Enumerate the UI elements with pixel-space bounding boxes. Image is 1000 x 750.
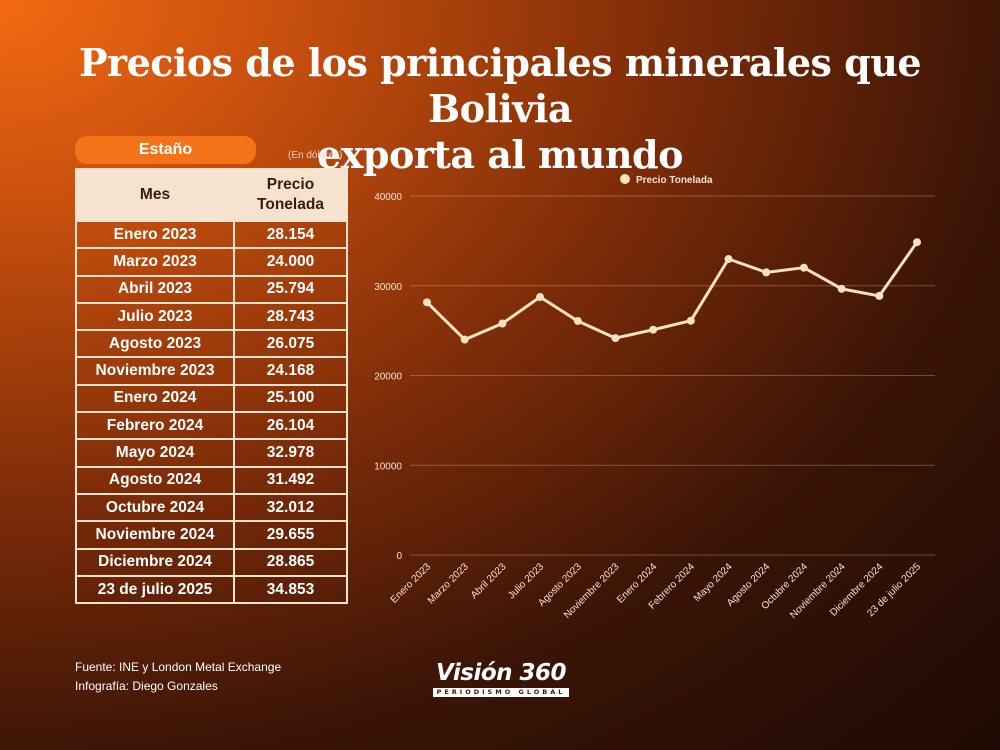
cell-precio: 25.100 <box>233 383 348 414</box>
data-point <box>536 293 545 302</box>
table-header-row: Mes Precio Tonelada <box>75 168 348 222</box>
cell-mes: Enero 2024 <box>75 383 235 414</box>
table-row: Mayo 2024 32.978 <box>75 438 348 468</box>
data-point <box>762 268 771 277</box>
cell-precio: 25.794 <box>233 274 348 304</box>
cell-precio: 26.075 <box>233 329 348 359</box>
table-row: 23 de julio 2025 34.853 <box>75 574 348 605</box>
data-point <box>837 284 846 293</box>
logo-text: Visión 360 <box>435 660 567 686</box>
y-tick-label: 30000 <box>374 282 402 293</box>
cell-precio: 24.168 <box>233 356 348 386</box>
legend-marker <box>620 174 630 184</box>
title-line-2: exporta al mundo <box>317 132 683 177</box>
footer-credit: Infografía: Diego Gonzales <box>75 679 218 693</box>
data-point <box>799 263 808 272</box>
cell-mes: Noviembre 2023 <box>75 356 235 386</box>
cell-mes: Enero 2023 <box>75 219 235 250</box>
table-row: Noviembre 2023 24.168 <box>75 356 348 386</box>
cell-precio: 26.104 <box>233 411 348 441</box>
y-tick-label: 40000 <box>374 192 402 203</box>
table-row: Febrero 2024 26.104 <box>75 411 348 441</box>
cell-mes: Agosto 2024 <box>75 465 235 495</box>
data-point <box>498 319 507 328</box>
header-mes: Mes <box>75 168 235 222</box>
data-point <box>423 298 431 307</box>
cell-mes: Octubre 2024 <box>75 492 235 523</box>
series-line <box>425 241 919 342</box>
logo-tagline: PERIODISMO GLOBAL <box>433 688 569 697</box>
table-row: Enero 2023 28.154 <box>75 219 348 250</box>
x-tick-label: Abril 2023 <box>469 561 509 601</box>
table-row: Enero 2024 25.100 <box>75 383 348 414</box>
cell-mes: Marzo 2023 <box>75 247 235 277</box>
vision360-logo: Visión 360 PERIODISMO GLOBAL <box>433 660 569 697</box>
cell-mes: Julio 2023 <box>75 301 235 332</box>
cell-precio: 31.492 <box>233 465 348 495</box>
cell-mes: Abril 2023 <box>75 274 235 304</box>
data-point <box>611 334 620 343</box>
cell-mes: Mayo 2024 <box>75 438 235 468</box>
table-row: Diciembre 2024 28.865 <box>75 547 348 577</box>
table-row: Marzo 2023 24.000 <box>75 247 348 277</box>
table-row: Noviembre 2024 29.655 <box>75 520 348 550</box>
y-tick-label: 10000 <box>374 461 402 472</box>
unit-note: (En dólares) <box>288 150 343 161</box>
data-point <box>460 335 469 344</box>
cell-precio: 28.865 <box>233 547 348 577</box>
mineral-label: Estaño <box>75 136 256 164</box>
data-point <box>686 316 695 325</box>
title-line-1: Precios de los principales minerales que… <box>78 40 922 131</box>
data-point <box>724 255 733 264</box>
cell-precio: 32.978 <box>233 438 348 468</box>
footer: Fuente: INE y London Metal Exchange Info… <box>75 658 281 696</box>
y-tick-label: 20000 <box>374 372 402 383</box>
header-precio-line-2: Tonelada <box>257 196 324 213</box>
cell-mes: Agosto 2023 <box>75 329 235 359</box>
data-point <box>913 238 921 247</box>
cell-mes: Diciembre 2024 <box>75 547 235 577</box>
cell-precio: 29.655 <box>233 520 348 550</box>
cell-mes: Noviembre 2024 <box>75 520 235 550</box>
cell-precio: 24.000 <box>233 247 348 277</box>
data-point <box>649 325 658 334</box>
cell-precio: 28.154 <box>233 219 348 250</box>
table-row: Octubre 2024 32.012 <box>75 492 348 523</box>
cell-mes: 23 de julio 2025 <box>75 574 235 605</box>
cell-precio: 32.012 <box>233 492 348 523</box>
table-row: Julio 2023 28.743 <box>75 301 348 332</box>
table-body: Enero 2023 28.154 Marzo 2023 24.000 Abril 20… <box>75 219 348 605</box>
legend-label: Precio Tonelada <box>636 175 713 186</box>
header-precio: Precio Tonelada <box>233 168 348 222</box>
x-tick-label: Marzo 2023 <box>426 561 471 606</box>
table-row: Abril 2023 25.794 <box>75 274 348 304</box>
table-row: Agosto 2023 26.075 <box>75 329 348 359</box>
y-tick-label: 0 <box>396 551 402 562</box>
page-title: Precios de los principales minerales que… <box>60 40 940 178</box>
cell-precio: 28.743 <box>233 301 348 332</box>
data-point <box>573 316 582 325</box>
table-row: Agosto 2024 31.492 <box>75 465 348 495</box>
header-precio-line-1: Precio <box>266 176 315 193</box>
cell-precio: 34.853 <box>233 574 348 605</box>
data-point <box>875 291 884 300</box>
price-table: Mes Precio Tonelada Enero 2023 28.154 Marz… <box>75 168 348 605</box>
cell-mes: Febrero 2024 <box>75 411 235 441</box>
footer-source: Fuente: INE y London Metal Exchange <box>75 660 282 674</box>
x-tick-label: Julio 2023 <box>506 561 546 601</box>
